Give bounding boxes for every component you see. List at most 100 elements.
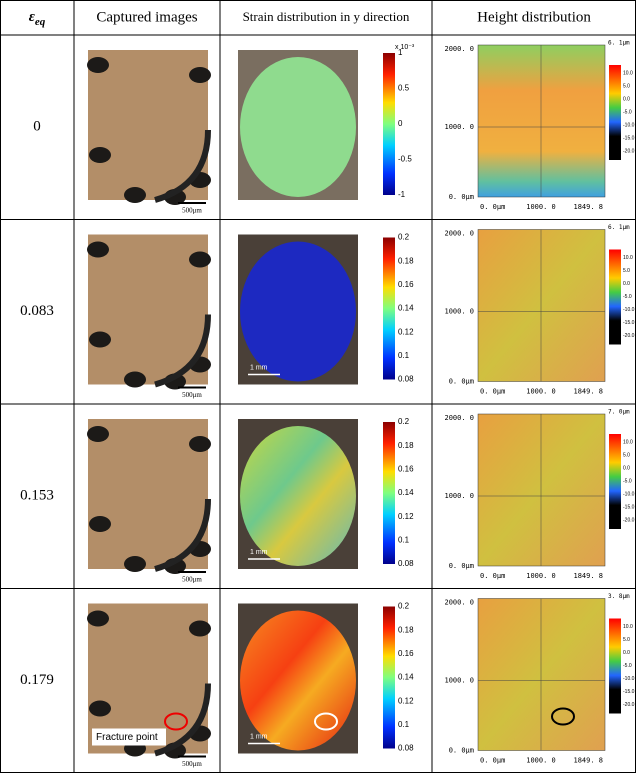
colorbar-label: 0.16: [398, 464, 414, 473]
height-max: 7. 0μm: [608, 409, 630, 416]
height-y-label: 1000. 0: [444, 308, 474, 316]
dark-spot: [189, 252, 211, 268]
height-legend-label: -15.0: [623, 320, 635, 326]
height-colorbar: [609, 619, 621, 714]
height-map: [478, 230, 605, 382]
height-x-label: 0. 0μm: [480, 757, 505, 765]
annotation: Fracture point: [96, 732, 158, 743]
column-header: Captured images: [96, 9, 197, 25]
scale-label: 500μm: [182, 391, 202, 399]
colorbar-label: 0.1: [398, 720, 410, 729]
height-y-label: 0. 0μm: [449, 378, 474, 386]
dark-spot: [87, 426, 109, 442]
dark-spot: [87, 611, 109, 627]
strain-scale-label: 1 mm: [250, 733, 268, 740]
dark-spot: [89, 516, 111, 532]
row-label: 0.179: [20, 672, 54, 688]
height-legend-label: 10.0: [623, 70, 633, 76]
height-x-label: 1849. 8: [573, 388, 603, 396]
height-legend-label: 5.0: [623, 452, 630, 458]
dark-spot: [89, 701, 111, 717]
height-colorbar: [609, 250, 621, 345]
row-label: 0: [33, 119, 41, 135]
height-y-label: 1000. 0: [444, 123, 474, 131]
colorbar-label: 0.1: [398, 351, 410, 360]
colorbar-label: 0.08: [398, 375, 414, 384]
colorbar-label: 0: [398, 119, 403, 128]
height-legend-label: -10.0: [623, 122, 635, 128]
height-x-label: 1000. 0: [526, 388, 556, 396]
height-colorbar: [609, 65, 621, 160]
height-legend-label: 0.0: [623, 650, 630, 656]
colorbar-label: 0.14: [398, 304, 414, 313]
colorbar-label: 0.2: [398, 233, 410, 242]
height-legend-label: -5.0: [623, 109, 632, 115]
height-legend-label: -20.0: [623, 702, 635, 708]
strain-colorbar: [383, 53, 395, 195]
dark-spot: [89, 332, 111, 348]
height-legend-label: 5.0: [623, 83, 630, 89]
column-header: Height distribution: [477, 9, 591, 25]
colorbar-label: 0.08: [398, 744, 414, 753]
height-x-label: 1849. 8: [573, 572, 603, 580]
height-y-label: 2000. 0: [444, 414, 474, 422]
height-x-label: 1849. 8: [573, 203, 603, 211]
height-legend-label: -15.0: [623, 689, 635, 695]
dark-spot: [124, 372, 146, 388]
dark-spot: [189, 67, 211, 83]
height-y-label: 0. 0μm: [449, 193, 474, 201]
strain-field: [240, 242, 356, 382]
height-x-label: 1000. 0: [526, 757, 556, 765]
colorbar-multiplier: x 10⁻³: [395, 44, 415, 51]
height-y-label: 0. 0μm: [449, 562, 474, 570]
strain-colorbar: [383, 422, 395, 564]
colorbar-label: 0.16: [398, 649, 414, 658]
height-y-label: 0. 0μm: [449, 747, 474, 755]
height-legend-label: 0.0: [623, 96, 630, 102]
colorbar-label: 0.18: [398, 441, 414, 450]
height-x-label: 0. 0μm: [480, 388, 505, 396]
row-label: 0.153: [20, 488, 54, 504]
height-colorbar: [609, 434, 621, 529]
dark-spot: [124, 187, 146, 203]
dark-spot: [89, 147, 111, 163]
subscript: eq: [35, 16, 46, 28]
height-legend-label: 5.0: [623, 268, 630, 274]
colorbar-label: 0.14: [398, 488, 414, 497]
dark-spot: [87, 242, 109, 258]
column-header: Strain distribution in y direction: [243, 9, 410, 24]
height-x-label: 1000. 0: [526, 203, 556, 211]
height-y-label: 1000. 0: [444, 492, 474, 500]
colorbar-label: 0.2: [398, 602, 410, 611]
colorbar-label: 0.12: [398, 327, 414, 336]
strain-colorbar: [383, 238, 395, 380]
height-map: [478, 599, 605, 751]
height-legend-label: -20.0: [623, 333, 635, 339]
height-legend-label: 10.0: [623, 624, 633, 630]
row-label: 0.083: [20, 303, 54, 319]
strain-scale-label: 1 mm: [250, 364, 268, 371]
dark-spot: [189, 436, 211, 452]
height-legend-label: -5.0: [623, 478, 632, 484]
height-legend-label: 0.0: [623, 465, 630, 471]
height-legend-label: -15.0: [623, 135, 635, 141]
colorbar-label: 0.2: [398, 417, 410, 426]
dark-spot: [124, 556, 146, 572]
height-map: [478, 45, 605, 197]
colorbar-label: 0.18: [398, 256, 414, 265]
height-legend-label: 10.0: [623, 439, 633, 445]
height-x-label: 0. 0μm: [480, 203, 505, 211]
height-max: 3. 8μm: [608, 593, 630, 600]
height-legend-label: -20.0: [623, 148, 635, 154]
height-legend-label: 10.0: [623, 255, 633, 261]
strain-scale-label: 1 mm: [250, 549, 268, 556]
table-figure: εeqCaptured imagesStrain distribution in…: [0, 0, 636, 773]
height-y-label: 2000. 0: [444, 230, 474, 238]
colorbar-label: 0.18: [398, 625, 414, 634]
scale-label: 500μm: [182, 760, 202, 768]
dark-spot: [189, 621, 211, 637]
scale-label: 500μm: [182, 207, 202, 215]
height-x-label: 0. 0μm: [480, 572, 505, 580]
height-map: [478, 414, 605, 566]
height-legend-label: 0.0: [623, 281, 630, 287]
